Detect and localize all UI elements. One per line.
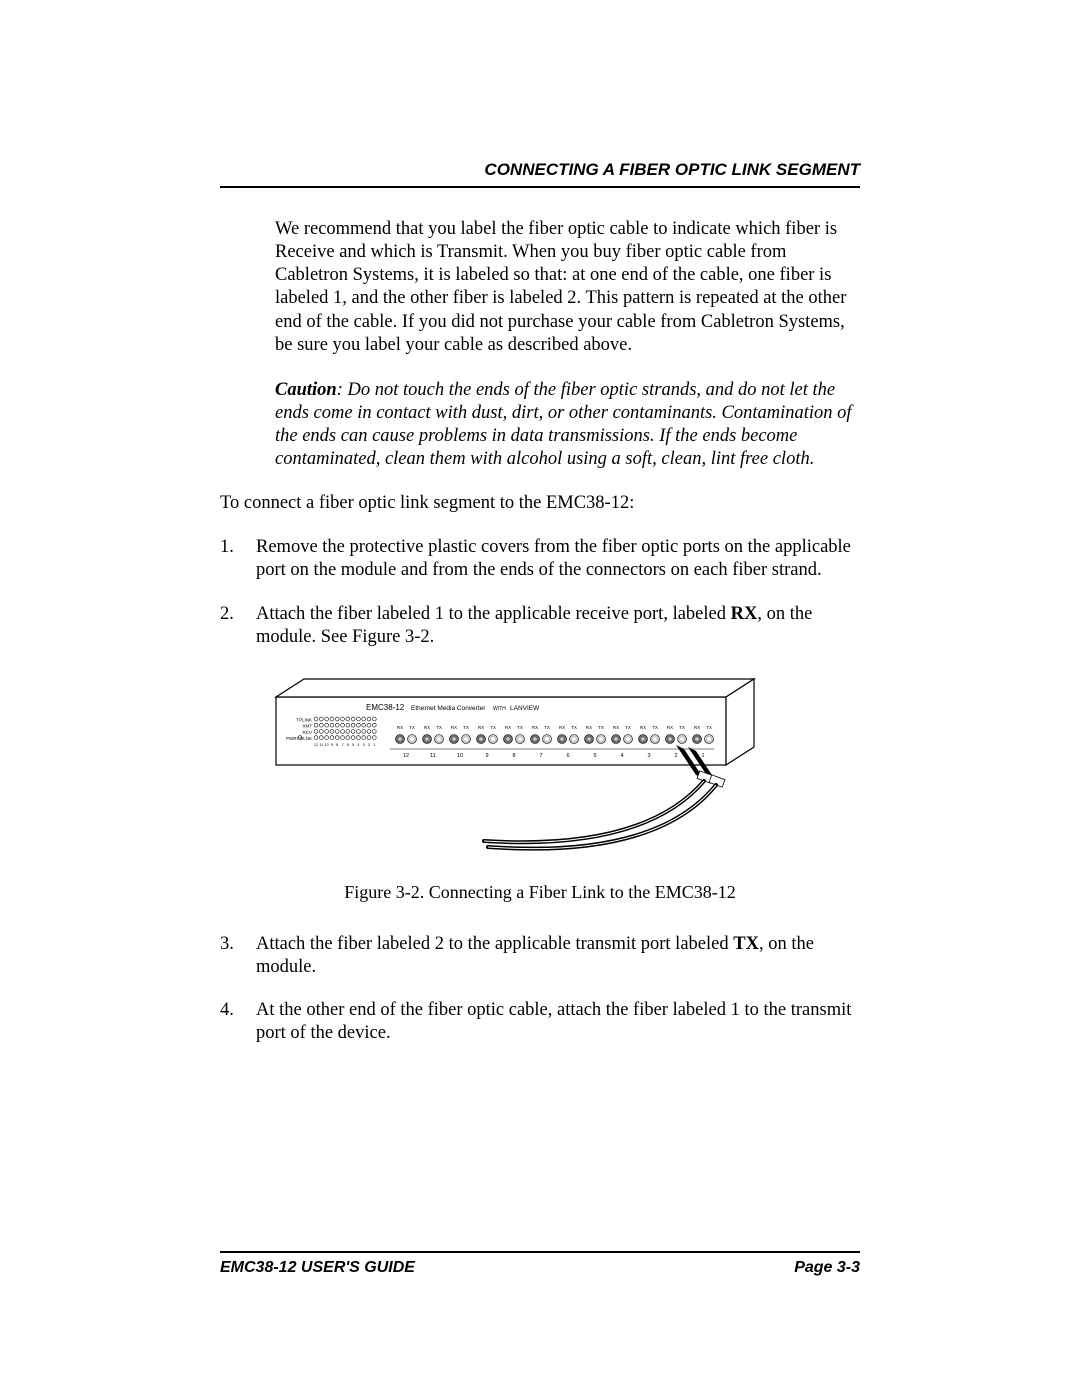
svg-text:4: 4 (620, 753, 623, 759)
svg-text:RX: RX (478, 725, 484, 730)
svg-text:RX: RX (505, 725, 511, 730)
figure-caption: Figure 3-2. Connecting a Fiber Link to t… (220, 882, 860, 903)
svg-text:1: 1 (701, 753, 704, 759)
step-text: Remove the protective plastic covers fro… (256, 536, 860, 582)
step-3: 3. Attach the fiber labeled 2 to the app… (220, 933, 860, 979)
svg-text:8: 8 (512, 753, 515, 759)
step-text: At the other end of the fiber optic cabl… (256, 999, 860, 1045)
footer-left: EMC38-12 USER'S GUIDE (220, 1259, 415, 1277)
svg-text:7: 7 (539, 753, 542, 759)
svg-text:TX: TX (409, 725, 415, 730)
svg-text:RX: RX (613, 725, 619, 730)
svg-text:TX: TX (463, 725, 469, 730)
svg-text:RCV: RCV (302, 730, 312, 735)
svg-text:5: 5 (593, 753, 596, 759)
svg-text:9: 9 (485, 753, 488, 759)
svg-text:FOLNK: FOLNK (297, 736, 312, 741)
svg-text:PWR: PWR (286, 736, 297, 741)
caution-label: Caution (275, 380, 337, 400)
svg-text:TX: TX (544, 725, 550, 730)
svg-text:10: 10 (457, 753, 463, 759)
step-number: 1. (220, 536, 256, 582)
page-footer: EMC38-12 USER'S GUIDE Page 3-3 (220, 1251, 860, 1277)
svg-text:3: 3 (647, 753, 650, 759)
svg-text:6: 6 (347, 743, 349, 747)
step-number: 2. (220, 603, 256, 649)
svg-text:8: 8 (336, 743, 338, 747)
step-text: Attach the fiber labeled 1 to the applic… (256, 603, 860, 649)
step-text: Attach the fiber labeled 2 to the applic… (256, 933, 860, 979)
step-2: 2. Attach the fiber labeled 1 to the app… (220, 603, 860, 649)
step-1: 1. Remove the protective plastic covers … (220, 536, 860, 582)
svg-text:RX: RX (640, 725, 646, 730)
svg-text:TX: TX (598, 725, 604, 730)
svg-text:10: 10 (324, 743, 328, 747)
svg-text:XMT: XMT (303, 723, 313, 728)
svg-text:WITH: WITH (493, 706, 506, 712)
step-number: 3. (220, 933, 256, 979)
svg-text:12: 12 (314, 743, 318, 747)
svg-text:11: 11 (430, 753, 436, 759)
svg-text:1: 1 (373, 743, 375, 747)
svg-text:TPLINK: TPLINK (296, 717, 312, 722)
lead-sentence: To connect a fiber optic link segment to… (220, 493, 860, 514)
svg-text:TX: TX (625, 725, 631, 730)
svg-text:2: 2 (368, 743, 370, 747)
step-number: 4. (220, 999, 256, 1045)
svg-text:11: 11 (319, 743, 323, 747)
svg-text:RX: RX (424, 725, 430, 730)
svg-text:TX: TX (679, 725, 685, 730)
svg-text:TX: TX (490, 725, 496, 730)
svg-text:RX: RX (451, 725, 457, 730)
svg-text:RX: RX (694, 725, 700, 730)
svg-text:LANVIEW: LANVIEW (510, 705, 540, 712)
footer-right: Page 3-3 (794, 1259, 860, 1277)
caution-paragraph: Caution: Do not touch the ends of the fi… (275, 379, 860, 472)
svg-text:EMC38-12: EMC38-12 (366, 703, 405, 712)
svg-text:TX: TX (652, 725, 658, 730)
tx-label: TX (733, 934, 759, 954)
svg-text:RX: RX (667, 725, 673, 730)
svg-text:TX: TX (436, 725, 442, 730)
rx-label: RX (731, 604, 758, 624)
paragraph-intro: We recommend that you label the fiber op… (275, 218, 860, 357)
svg-text:4: 4 (357, 743, 359, 747)
svg-text:RX: RX (586, 725, 592, 730)
svg-text:5: 5 (352, 743, 354, 747)
svg-text:9: 9 (331, 743, 333, 747)
svg-text:RX: RX (397, 725, 403, 730)
svg-text:2: 2 (674, 753, 677, 759)
svg-text:3: 3 (363, 743, 365, 747)
caution-text: : Do not touch the ends of the fiber opt… (275, 380, 852, 469)
page-header: CONNECTING A FIBER OPTIC LINK SEGMENT (220, 160, 860, 188)
svg-text:6: 6 (566, 753, 569, 759)
svg-text:RX: RX (559, 725, 565, 730)
svg-text:TX: TX (706, 725, 712, 730)
svg-text:TX: TX (517, 725, 523, 730)
step-text-pre: Attach the fiber labeled 2 to the applic… (256, 934, 733, 954)
device-diagram: EMC38-12 Ethernet Media Converter WITH LANV… (256, 669, 776, 859)
step-text-pre: Attach the fiber labeled 1 to the applic… (256, 604, 731, 624)
svg-text:Ethernet Media Converter: Ethernet Media Converter (411, 705, 486, 712)
figure-3-2: EMC38-12 Ethernet Media Converter WITH LANV… (256, 669, 860, 864)
svg-text:7: 7 (341, 743, 343, 747)
svg-text:TX: TX (571, 725, 577, 730)
svg-text:RX: RX (532, 725, 538, 730)
svg-text:12: 12 (403, 753, 409, 759)
step-4: 4. At the other end of the fiber optic c… (220, 999, 860, 1045)
